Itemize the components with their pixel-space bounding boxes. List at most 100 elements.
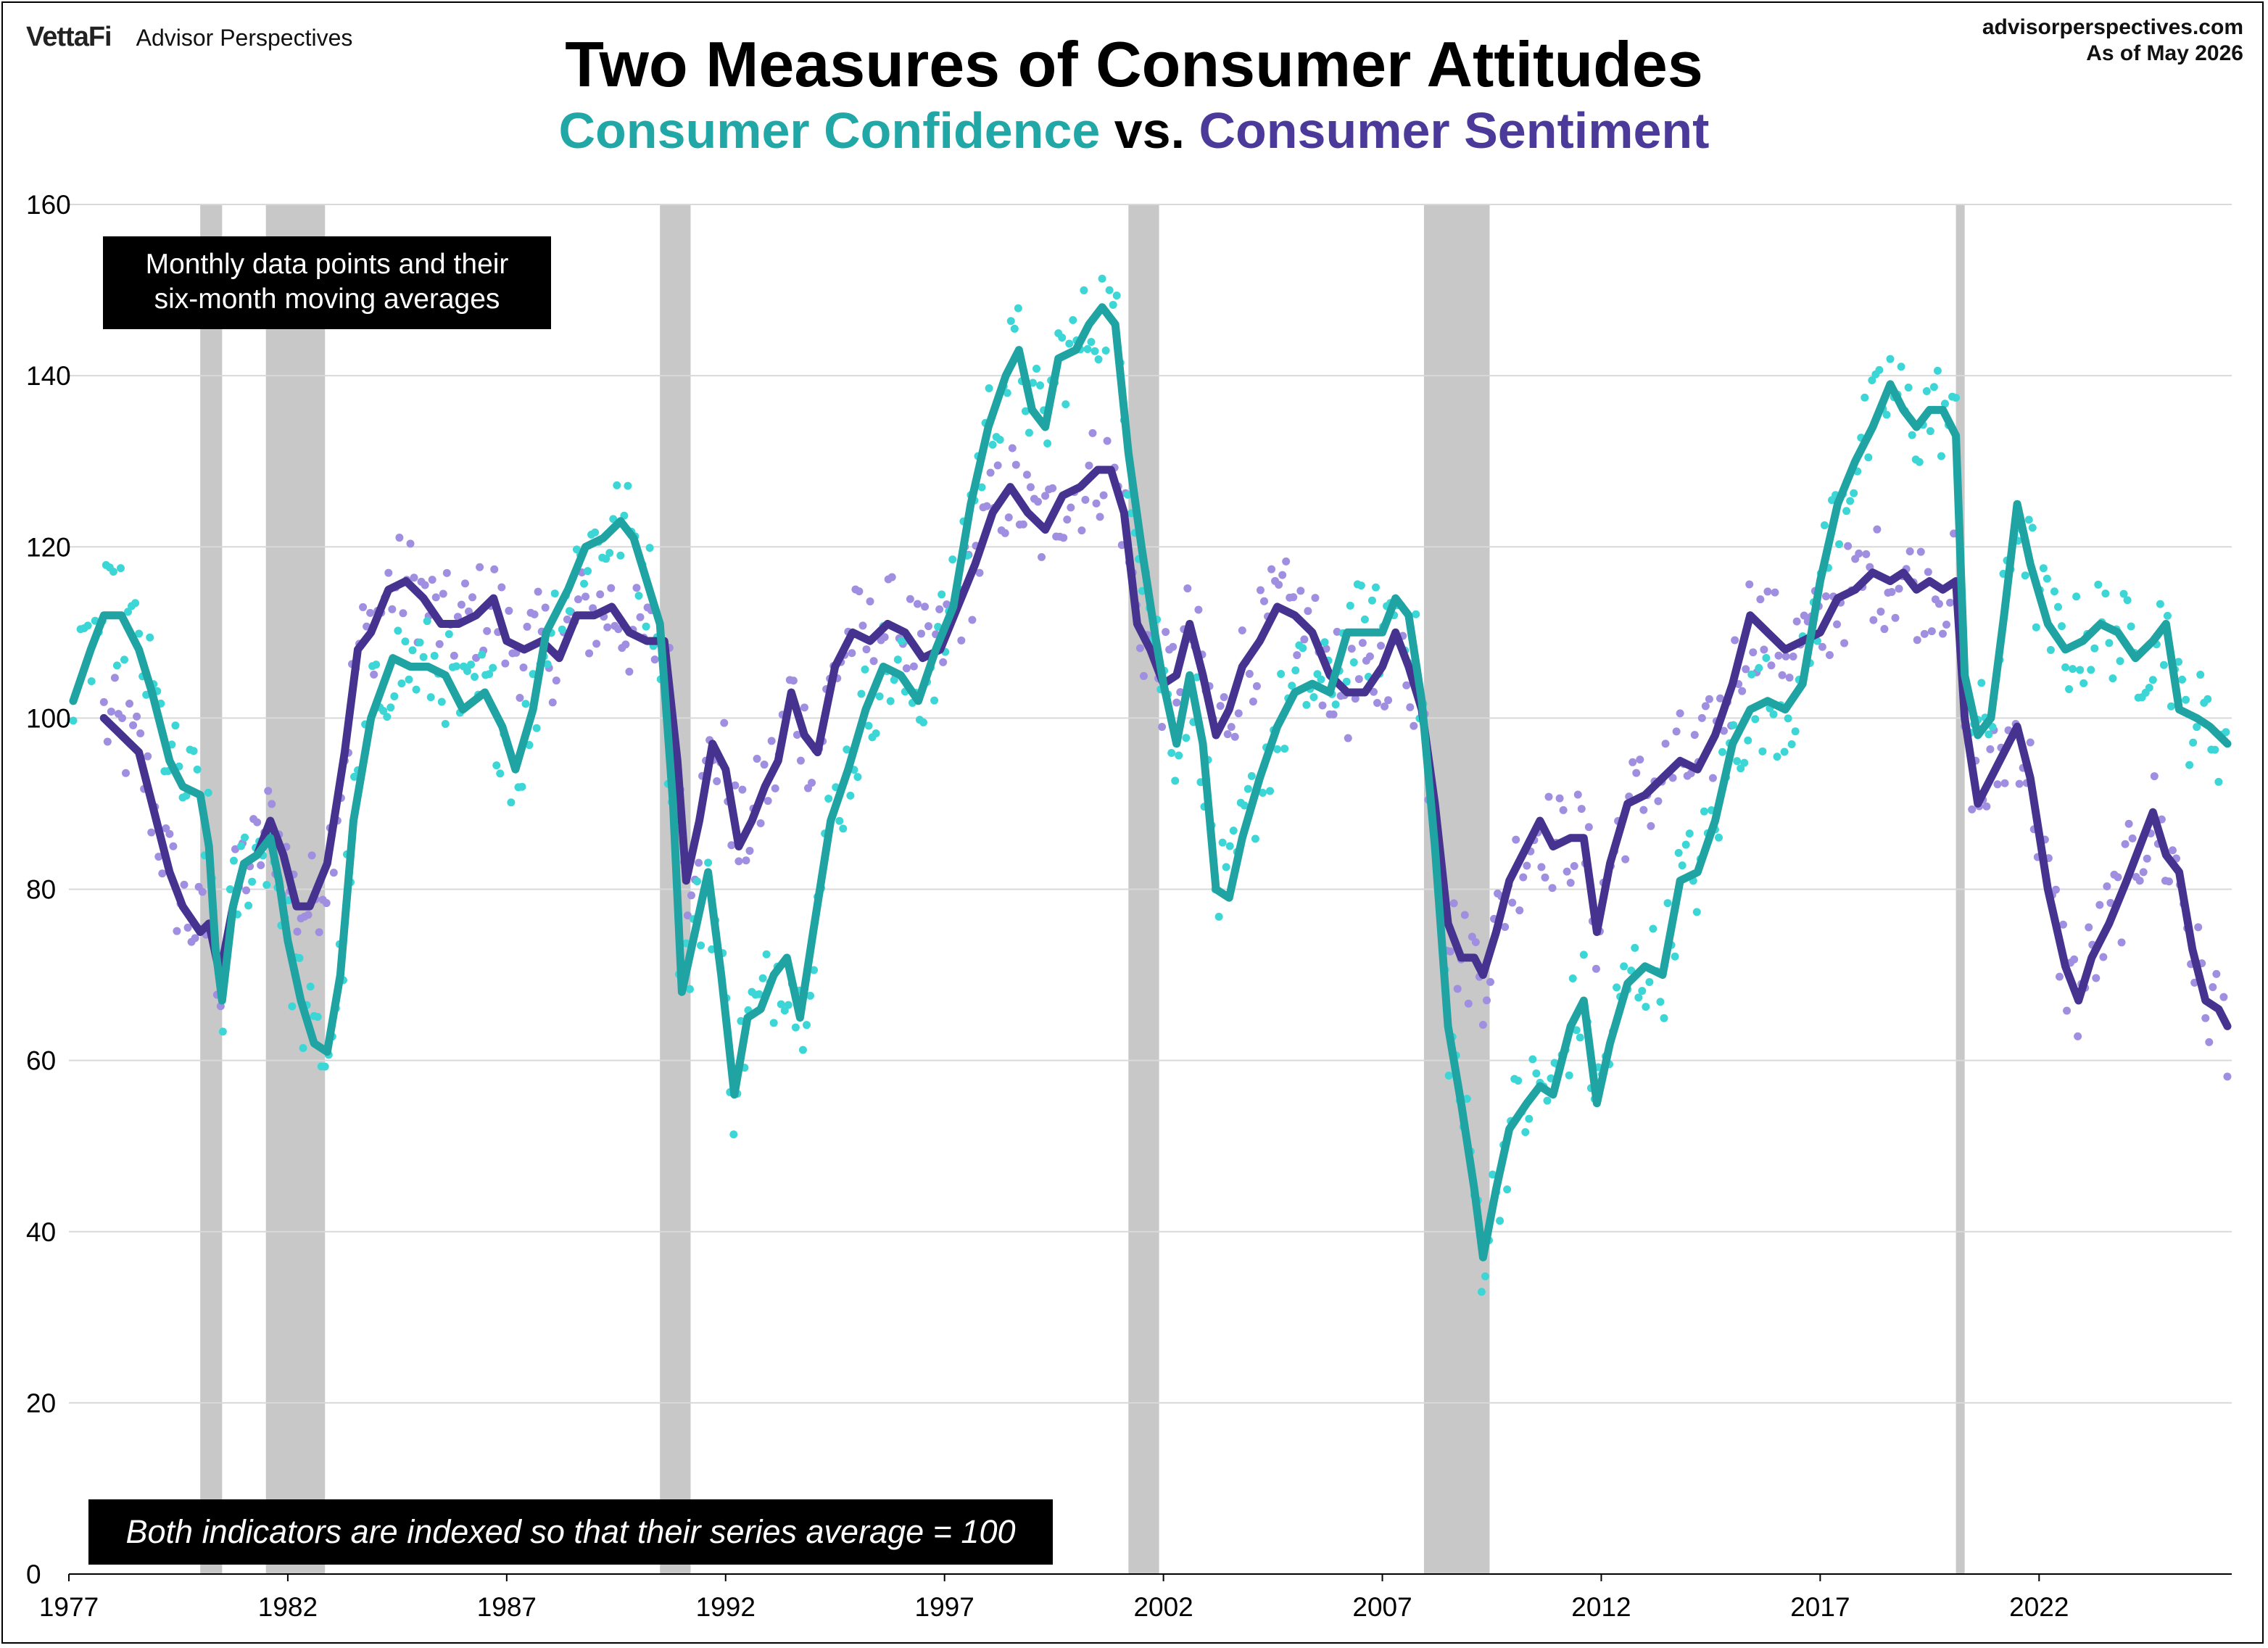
confidence-dot: [412, 685, 421, 694]
confidence-dot: [769, 1019, 778, 1027]
sentiment-dot: [497, 583, 506, 592]
confidence-dot: [1280, 745, 1289, 753]
confidence-dot: [1528, 1055, 1537, 1064]
confidence-dot: [397, 679, 406, 688]
sentiment-dot: [734, 857, 743, 866]
sentiment-dot: [1789, 653, 1797, 661]
confidence-dot: [1025, 428, 1033, 437]
sentiment-dot: [1304, 607, 1312, 616]
brand-logo: VettaFi Advisor Perspectives: [26, 22, 352, 53]
confidence-dot: [2053, 603, 2062, 611]
sentiment-dot: [916, 629, 925, 638]
confidence-dot: [415, 638, 424, 647]
confidence-dot: [977, 483, 986, 492]
sentiment-dot: [505, 606, 513, 615]
confidence-dot: [2127, 622, 2135, 631]
confidence-dot: [1744, 736, 1752, 745]
confidence-dot: [2105, 639, 2114, 647]
sentiment-dot: [1011, 460, 1020, 469]
confidence-dot: [634, 592, 643, 600]
sentiment-dot: [1668, 774, 1677, 782]
confidence-dot: [248, 877, 257, 886]
sentiment-dot: [1825, 650, 1834, 659]
sentiment-dot: [1034, 497, 1043, 506]
sentiment-dot: [687, 891, 695, 900]
sentiment-moving-average-line: [99, 465, 2232, 1030]
sentiment-dot: [855, 587, 864, 596]
sentiment-dot: [1278, 571, 1287, 579]
sentiment-dot: [395, 534, 404, 542]
confidence-dot: [1496, 1217, 1505, 1225]
x-tick-label: 2012: [1571, 1592, 1631, 1622]
sentiment-dot: [1103, 436, 1112, 445]
confidence-dot: [2166, 702, 2175, 711]
confidence-dot: [131, 599, 140, 608]
confidence-dot: [379, 707, 388, 716]
sentiment-dot: [1818, 642, 1826, 651]
confidence-dot: [1123, 490, 1132, 499]
confidence-dot: [419, 653, 428, 661]
note-line-2: six-month moving averages: [154, 283, 500, 315]
y-tick-label: 80: [26, 875, 56, 905]
confidence-dot: [2039, 564, 2048, 573]
sentiment-dot: [968, 616, 977, 624]
confidence-dot: [1167, 749, 1176, 758]
sentiment-dot: [1293, 651, 1301, 660]
confidence-dot: [1503, 1185, 1512, 1193]
sentiment-dot: [180, 880, 189, 889]
sentiment-dot: [603, 623, 612, 632]
confidence-dot: [463, 666, 471, 675]
sentiment-dot: [625, 667, 634, 676]
sentiment-dot: [993, 461, 1002, 470]
confidence-dot: [2116, 657, 2124, 666]
confidence-dot: [2182, 695, 2190, 704]
confidence-dot: [616, 551, 625, 560]
sentiment-dot: [1081, 495, 1090, 504]
confidence-dot: [1929, 383, 1938, 392]
sentiment-dot: [975, 568, 984, 577]
confidence-dot: [2222, 728, 2230, 737]
confidence-dot: [810, 966, 819, 974]
confidence-dot: [2076, 666, 2085, 674]
x-tick-label: 1987: [477, 1592, 537, 1622]
sentiment-dot: [1026, 483, 1035, 492]
sentiment-dot: [399, 609, 407, 618]
confidence-dot: [496, 769, 505, 778]
sentiment-dot: [2092, 974, 2101, 982]
sentiment-dot: [1096, 513, 1104, 521]
sentiment-dot: [103, 737, 112, 746]
confidence-dot: [1718, 748, 1727, 756]
sentiment-dot: [257, 861, 265, 869]
sentiment-dot: [1519, 873, 1528, 882]
confidence-dot: [444, 630, 453, 639]
confidence-dot: [1514, 1076, 1523, 1085]
confidence-dot: [1021, 407, 1030, 415]
confidence-dot: [1101, 347, 1110, 355]
gridlines: [69, 204, 2232, 1575]
sentiment-dot: [465, 607, 473, 616]
confidence-dot: [938, 590, 946, 599]
sentiment-dot: [1478, 1021, 1487, 1030]
sentiment-dot: [1223, 730, 1232, 739]
sentiment-dot: [1523, 861, 1531, 870]
confidence-dot: [229, 856, 238, 865]
sentiment-dot: [866, 597, 874, 606]
sentiment-dot: [198, 887, 207, 896]
confidence-dot: [1613, 983, 1621, 992]
sentiment-dot: [1855, 549, 1863, 558]
confidence-dot: [613, 481, 621, 489]
sentiment-dot: [1756, 595, 1765, 604]
sentiment-dot: [359, 603, 368, 611]
sentiment-dot: [1566, 879, 1575, 887]
sentiment-dot: [2139, 868, 2148, 877]
confidence-dot: [861, 665, 869, 674]
confidence-dot: [1087, 338, 1096, 347]
sentiment-dot: [957, 636, 966, 645]
sentiment-dot: [753, 755, 761, 763]
sentiment-dot: [1840, 639, 1849, 647]
sentiment-dot: [1260, 597, 1268, 605]
sentiment-dot: [1508, 898, 1517, 907]
confidence-dot: [2193, 723, 2201, 732]
confidence-dot: [839, 824, 848, 833]
